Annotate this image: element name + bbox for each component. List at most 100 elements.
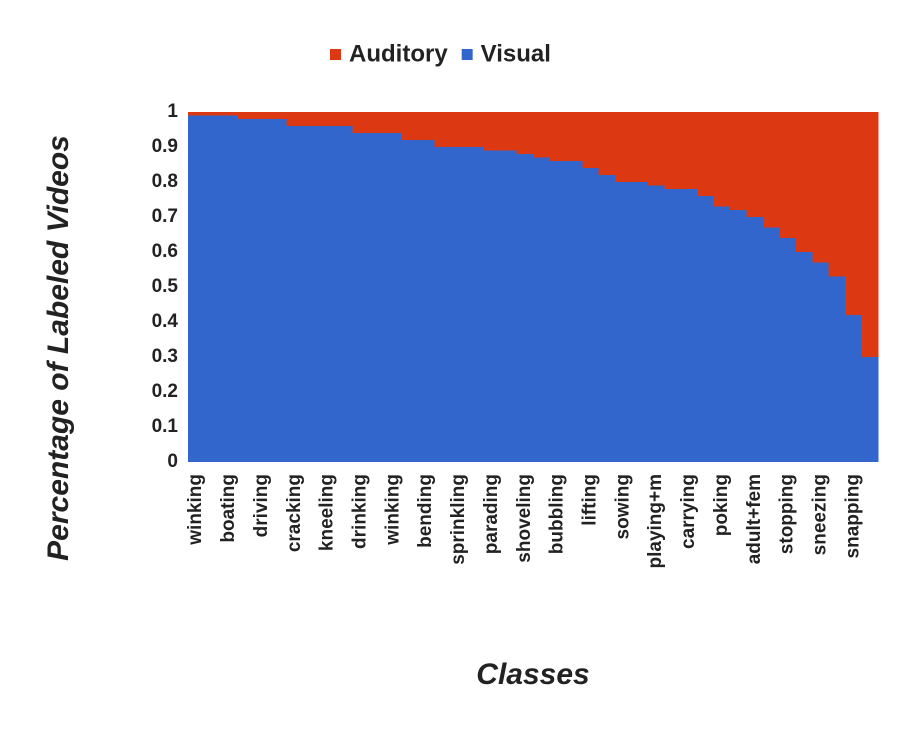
y-tick-label: 0.3: [152, 346, 178, 367]
area-segment: [615, 112, 633, 182]
area-segment: [352, 112, 370, 133]
area-segment: [319, 126, 337, 462]
x-tick-label: poking: [711, 474, 732, 536]
legend-label: Auditory: [349, 40, 448, 67]
area-segment: [188, 112, 206, 116]
area-segment: [549, 112, 567, 161]
x-tick-label: bending: [415, 474, 436, 548]
area-segment: [631, 112, 649, 182]
area-segment: [795, 112, 813, 252]
y-tick-label: 0.7: [152, 206, 178, 227]
area-segment: [746, 217, 764, 462]
area-segment: [401, 140, 419, 462]
area-segment: [828, 112, 846, 277]
area-segment: [648, 112, 666, 186]
area-segment: [713, 206, 731, 462]
area-segment: [483, 150, 501, 462]
area-segment: [828, 276, 846, 462]
x-tick-label: carrying: [678, 474, 699, 549]
legend-swatch: [330, 49, 341, 60]
x-axis-title: Classes: [476, 658, 589, 691]
y-tick-label: 1: [167, 101, 178, 122]
area-segment: [779, 112, 797, 238]
x-tick-label: sowing: [612, 474, 633, 539]
area-segment: [352, 133, 370, 462]
area-segment: [615, 182, 633, 462]
area-segment: [631, 182, 649, 462]
x-tick-label: sneezing: [810, 474, 831, 555]
area-segment: [795, 252, 813, 462]
area-segment: [220, 115, 238, 462]
area-segment: [812, 262, 830, 462]
x-tick-label: cracking: [284, 474, 305, 552]
area-segment: [549, 161, 567, 462]
area-segment: [335, 126, 353, 462]
area-segment: [270, 119, 288, 462]
area-segment: [303, 112, 321, 126]
y-axis-title: Percentage of Labeled Videos: [42, 135, 75, 561]
area-segment: [335, 112, 353, 126]
area-segment: [418, 112, 436, 140]
area-segment: [861, 357, 879, 462]
y-tick-label: 0: [167, 451, 178, 472]
area-segment: [450, 112, 468, 147]
area-segment: [253, 119, 271, 462]
y-tick-label: 0.1: [152, 416, 179, 437]
x-tick-label: adult+fem: [744, 474, 765, 564]
x-tick-label: snapping: [842, 474, 863, 558]
area-segment: [418, 140, 436, 462]
x-tick-label: sprinkling: [448, 474, 469, 565]
area-segment: [450, 147, 468, 462]
area-segment: [434, 147, 452, 462]
y-tick-label: 0.6: [152, 241, 178, 262]
y-tick-label: 0.2: [152, 381, 178, 402]
area-segment: [220, 112, 238, 116]
area-segment: [467, 147, 485, 462]
area-segment: [204, 112, 222, 116]
area-segment: [582, 168, 600, 462]
area-segment: [385, 112, 403, 133]
area-segment: [648, 185, 666, 462]
area-segment: [664, 112, 682, 189]
area-segment: [483, 112, 501, 151]
area-segment: [500, 150, 518, 462]
area-segment: [237, 112, 255, 119]
area-segment: [582, 112, 600, 168]
legend-swatch: [461, 49, 473, 60]
area-segment: [368, 112, 386, 133]
area-segment: [286, 112, 304, 126]
area-segment: [680, 189, 698, 462]
y-tick-label: 0.4: [152, 311, 179, 332]
area-segment: [598, 175, 616, 462]
x-tick-label: drinking: [350, 474, 371, 549]
y-tick-label: 0.9: [152, 136, 178, 157]
area-segment: [697, 196, 715, 462]
area-segment: [303, 126, 321, 462]
area-segment: [434, 112, 452, 147]
area-segment: [237, 119, 255, 462]
area-segment: [565, 112, 583, 161]
area-segment: [664, 189, 682, 462]
x-tick-label: kneeling: [317, 474, 338, 551]
x-tick-label: driving: [251, 474, 272, 537]
area-segment: [319, 112, 337, 126]
area-segment: [730, 112, 748, 210]
area-segment: [812, 112, 830, 263]
area-segment: [845, 315, 863, 462]
legend-label: Visual: [481, 40, 551, 67]
area-segment: [713, 112, 731, 207]
area-segment: [188, 115, 206, 462]
x-tick-label: lifting: [580, 474, 601, 526]
area-segment: [516, 154, 534, 462]
x-tick-label: winking: [185, 474, 206, 546]
area-segment: [746, 112, 764, 217]
y-tick-label: 0.5: [152, 276, 179, 297]
area-segment: [763, 227, 781, 462]
y-tick-label: 0.8: [152, 171, 178, 192]
area-segment: [385, 133, 403, 462]
area-segment: [598, 112, 616, 175]
area-segment: [368, 133, 386, 462]
x-tick-label: stopping: [777, 474, 798, 554]
area-segment: [533, 112, 551, 158]
